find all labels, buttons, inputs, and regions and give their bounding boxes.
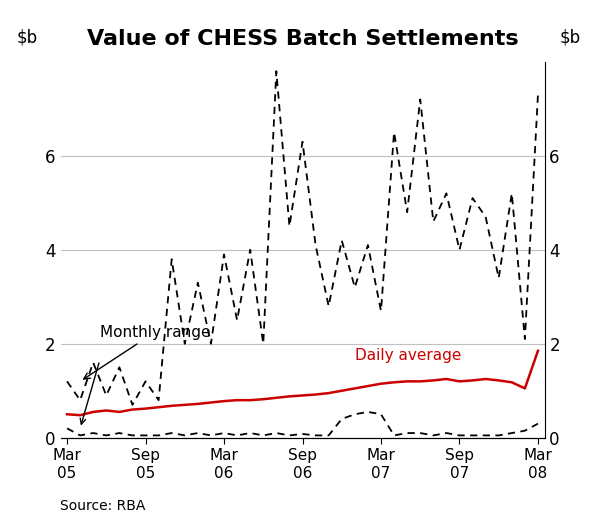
Text: $b: $b [17,29,38,47]
Text: $b: $b [560,29,581,47]
Text: Daily average: Daily average [355,348,461,363]
Text: Source: RBA: Source: RBA [60,499,146,513]
Title: Value of CHESS Batch Settlements: Value of CHESS Batch Settlements [87,29,518,49]
Text: Monthly range: Monthly range [83,325,211,379]
